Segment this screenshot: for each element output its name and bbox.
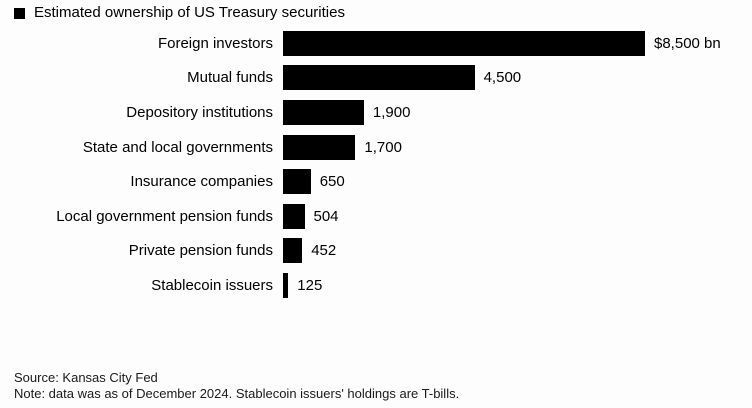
- value-label: 4,500: [483, 69, 522, 87]
- category-label: State and local governments: [82, 138, 273, 156]
- value-label: 650: [319, 173, 345, 191]
- chart-row: Mutual funds 4,500: [0, 61, 752, 96]
- value-label: $8,500 bn: [654, 34, 721, 52]
- bar: [283, 272, 289, 298]
- chart-row: Foreign investors $8,500 bn: [0, 26, 752, 61]
- chart-row: State and local governments 1,700: [0, 130, 752, 165]
- bar: [283, 99, 364, 125]
- chart-row: Insurance companies 650: [0, 164, 752, 199]
- category-label: Insurance companies: [130, 173, 273, 191]
- note-text: Note: data was as of December 2024. Stab…: [14, 385, 460, 401]
- chart-title: Estimated ownership of US Treasury secur…: [34, 4, 345, 21]
- bar: [283, 30, 645, 56]
- bar-rows: Foreign investors $8,500 bn Mutual funds 4,…: [0, 26, 752, 303]
- category-label: Depository institutions: [126, 103, 273, 121]
- legend-marker-icon: [14, 7, 25, 19]
- category-label: Private pension funds: [128, 242, 273, 260]
- category-label: Local government pension funds: [56, 207, 273, 225]
- category-label: Mutual funds: [187, 69, 273, 87]
- value-label: 1,900: [372, 103, 411, 121]
- value-label: 1,700: [364, 138, 402, 156]
- chart-footer: Source: Kansas City Fed Note: data was a…: [14, 370, 459, 401]
- source-text: Source: Kansas City Fed: [14, 370, 158, 385]
- chart-legend: Estimated ownership of US Treasury secur…: [14, 3, 345, 23]
- bar: [283, 238, 303, 264]
- chart-row: Stablecoin issuers 125: [0, 268, 752, 303]
- bar: [283, 134, 356, 160]
- bar: [283, 65, 475, 91]
- category-label: Foreign investors: [157, 34, 273, 52]
- value-label: 452: [311, 242, 337, 260]
- chart-row: Local government pension funds 504: [0, 199, 752, 234]
- chart-row: Depository institutions 1,900: [0, 95, 752, 130]
- bar: [283, 203, 305, 229]
- bar: [283, 169, 311, 195]
- value-label: 125: [297, 276, 323, 294]
- category-label: Stablecoin issuers: [151, 276, 273, 294]
- chart-row: Private pension funds 452: [0, 234, 752, 269]
- value-label: 504: [313, 207, 339, 225]
